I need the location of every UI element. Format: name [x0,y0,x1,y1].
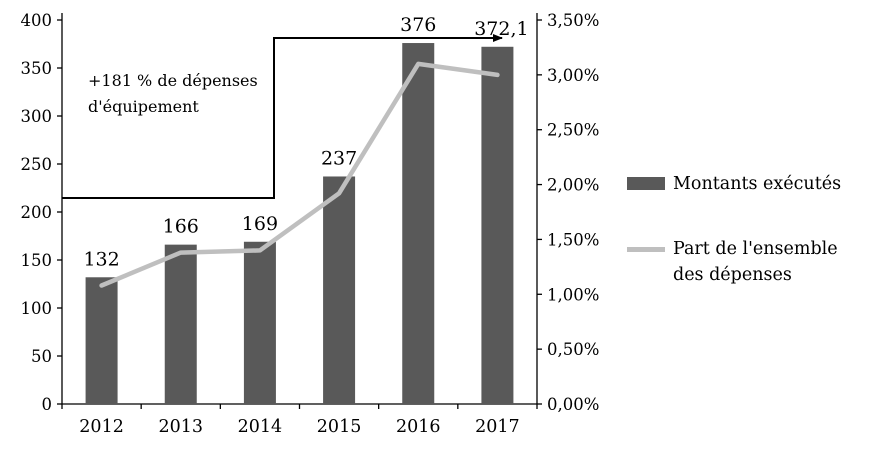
right-axis-tick-label: 1,00% [547,285,599,304]
right-axis-tick-label: 0,00% [547,395,599,414]
category-label-2017: 2017 [475,417,520,437]
right-axis-tick-label: 2,00% [547,176,599,195]
line-series-swatch [627,247,665,253]
combo-chart: +181 % de dépenses d'équipement 0 50 100 150 2… [21,11,600,437]
left-axis-tick-label: 200 [21,203,53,222]
bar-value-label-2017: 372,1 [474,18,528,40]
left-axis-tick-label: 400 [21,11,53,30]
category-label-2016: 2016 [396,417,441,437]
right-axis-tick-label: 3,50% [547,11,599,30]
bar-value-label-2015: 237 [321,147,357,169]
category-label-2014: 2014 [238,417,283,437]
legend-label-montants-executes: Montants exécutés [673,174,842,194]
right-axis-tick-label: 0,50% [547,340,599,359]
bar-2014 [243,241,276,404]
bar-value-label-2016: 376 [400,14,436,36]
bar-2015 [323,176,356,404]
line-part-depenses [99,61,500,288]
left-axis-tick-label: 350 [21,59,53,78]
left-axis-tick-label: 300 [21,107,53,126]
chart-legend: Montants exécutés Part de l'ensemble des… [615,0,886,459]
legend-label-part-depenses: Part de l'ensemble des dépenses [673,239,838,285]
legend-item-part-depenses: Part de l'ensemble des dépenses [627,237,886,288]
right-axis-tick-label: 1,50% [547,230,599,249]
bar-2017 [481,46,514,405]
category-label-2012: 2012 [79,417,124,437]
bar-2012 [85,277,118,404]
category-label-2015: 2015 [317,417,362,437]
annotation-text-line1: +181 % de dépenses [88,71,258,90]
bar-value-label-2013: 166 [163,216,199,238]
annotation-arrow [62,34,503,199]
bar-2013 [164,244,197,404]
left-axis-tick-label: 0 [42,395,53,414]
category-label-2013: 2013 [158,417,203,437]
left-axis-tick-label: 100 [21,299,53,318]
annotation-text-line2: d'équipement [88,97,199,116]
bar-value-label-2012: 132 [83,248,119,270]
legend-item-montants-executes: Montants exécutés [627,172,886,197]
bar-series-swatch [627,177,665,190]
bar-value-label-2014: 169 [242,213,278,235]
left-axis-tick-label: 250 [21,155,53,174]
left-axis-tick-label: 50 [31,347,52,366]
left-axis-tick-label: 150 [21,251,53,270]
right-axis-tick-label: 3,00% [547,66,599,85]
right-axis-tick-label: 2,50% [547,121,599,140]
bar-2016 [402,43,435,404]
